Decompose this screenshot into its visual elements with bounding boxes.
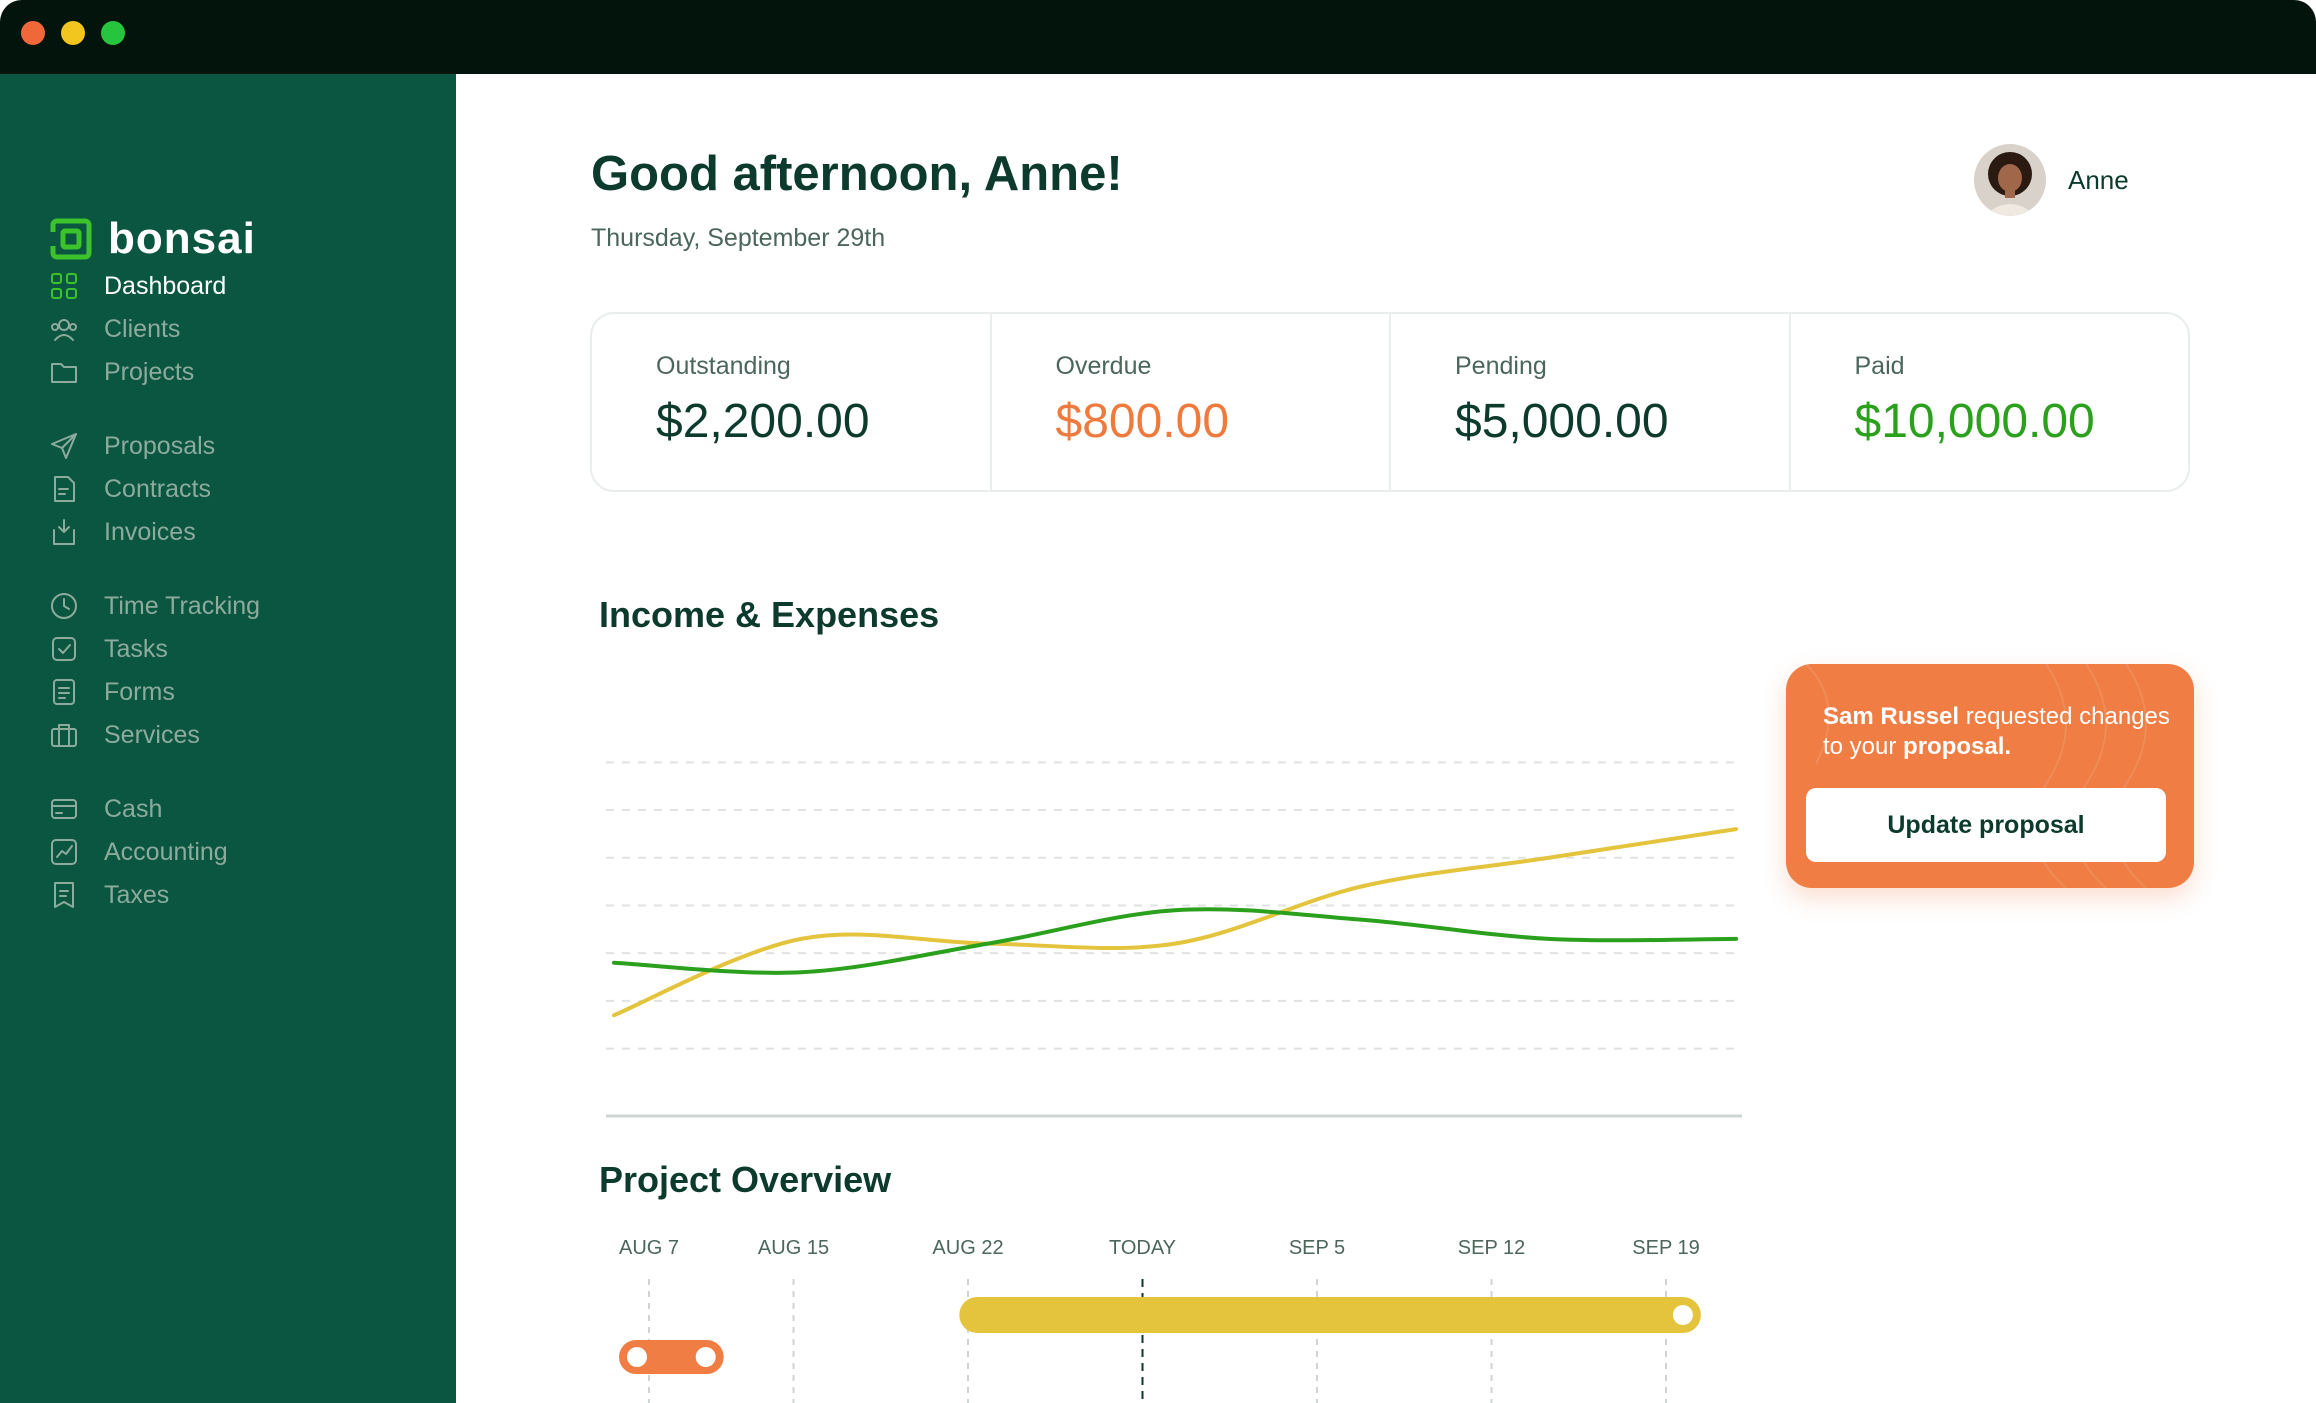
- timeline-date-label: SEP 5: [1289, 1237, 1345, 1259]
- sidebar-item-contracts[interactable]: Contracts: [48, 469, 211, 509]
- current-date: Thursday, September 29th: [591, 224, 886, 252]
- x-tick-label: MAR: [614, 1143, 658, 1144]
- grid-icon: [48, 270, 80, 302]
- series-line-1: [612, 907, 1738, 975]
- stat-paid[interactable]: Paid $10,000.00: [1791, 314, 2189, 490]
- timeline-date-label: SEP 19: [1632, 1237, 1699, 1259]
- maximize-window-button[interactable]: [101, 21, 125, 45]
- sidebar-item-label: Dashboard: [104, 271, 227, 300]
- stat-label: Paid: [1854, 352, 1905, 380]
- invoice-summary: Outstanding $2,200.00 Overdue $800.00 Pe…: [590, 312, 2190, 492]
- sidebar-item-proposals[interactable]: Proposals: [48, 426, 215, 466]
- sidebar-item-label: Proposals: [104, 431, 216, 460]
- receipt-icon: [48, 879, 80, 911]
- x-tick-label: MAI: [970, 1143, 1006, 1144]
- timeline-date-label: AUG 15: [758, 1237, 829, 1259]
- sidebar-item-services[interactable]: Services: [48, 715, 200, 755]
- sidebar-item-forms[interactable]: Forms: [48, 672, 175, 712]
- bar-drag-handle[interactable]: [1672, 1305, 1693, 1325]
- contract-icon: [48, 473, 80, 505]
- sidebar-item-label: Time Tracking: [104, 591, 261, 620]
- notification-sender: Sam Russel: [1823, 703, 1960, 730]
- main-content: Good afternoon, Anne! Thursday, Septembe…: [456, 74, 2316, 1403]
- page-title: Good afternoon, Anne!: [591, 147, 1123, 201]
- project-overview-title: Project Overview: [599, 1159, 892, 1200]
- user-menu[interactable]: Anne: [1974, 144, 2129, 216]
- x-tick-label: JUL: [1344, 1143, 1380, 1144]
- logo[interactable]: bonsai: [50, 214, 256, 264]
- send-icon: [48, 430, 80, 462]
- project-bar-0[interactable]: [619, 1340, 724, 1374]
- stat-value: $10,000.00: [1854, 395, 2095, 448]
- stat-pending[interactable]: Pending $5,000.00: [1391, 314, 1791, 490]
- card-icon: [48, 793, 80, 825]
- close-window-button[interactable]: [21, 21, 45, 45]
- stat-overdue[interactable]: Overdue $800.00: [992, 314, 1391, 490]
- app-name: bonsai: [108, 214, 256, 263]
- proposal-notification: Sam Russel requested changes to your pro…: [1786, 664, 2194, 888]
- sidebar-item-label: Forms: [104, 677, 175, 706]
- folder-icon: [48, 356, 80, 388]
- sidebar-item-label: Services: [104, 720, 200, 749]
- invoice-icon: [48, 516, 80, 548]
- avatar-image: [1974, 144, 2046, 216]
- notification-text: Sam Russel requested changes to your pro…: [1823, 702, 2173, 762]
- form-icon: [48, 676, 80, 708]
- income-expenses-chart: MAR APR MAI JUN JUL AUG SEP: [606, 761, 1742, 1144]
- timeline-date-label: AUG 7: [619, 1237, 679, 1259]
- minimize-window-button[interactable]: [61, 21, 85, 45]
- sidebar-item-dashboard[interactable]: Dashboard: [48, 266, 226, 306]
- sidebar-item-label: Taxes: [104, 880, 170, 909]
- sidebar-item-clients[interactable]: Clients: [48, 309, 180, 349]
- sidebar: bonsai Dashboard Clients Projects Proposals…: [0, 74, 456, 1403]
- sidebar-item-projects[interactable]: Projects: [48, 352, 194, 392]
- timeline-date-label: SEP 12: [1458, 1237, 1525, 1259]
- sidebar-item-taxes[interactable]: Taxes: [48, 875, 169, 915]
- stat-label: Overdue: [1055, 352, 1152, 380]
- notification-object: proposal.: [1903, 733, 2012, 760]
- check-square-icon: [48, 633, 80, 665]
- users-icon: [48, 313, 80, 345]
- sidebar-item-invoices[interactable]: Invoices: [48, 512, 196, 552]
- clock-icon: [48, 590, 80, 622]
- stat-label: Outstanding: [656, 352, 791, 380]
- sidebar-item-time-tracking[interactable]: Time Tracking: [48, 586, 260, 626]
- x-tick-label: SEP: [1696, 1143, 1736, 1144]
- sidebar-item-label: Accounting: [104, 837, 228, 866]
- update-proposal-button[interactable]: Update proposal: [1806, 788, 2166, 862]
- sidebar-item-label: Cash: [104, 794, 163, 823]
- series-line-0: [612, 827, 1738, 1018]
- stat-value: $5,000.00: [1455, 395, 1669, 448]
- title-bar: [0, 0, 2316, 74]
- sidebar-item-label: Contracts: [104, 474, 211, 503]
- income-expenses-title: Income & Expenses: [599, 594, 940, 635]
- timeline-date-label: AUG 22: [932, 1237, 1003, 1259]
- sidebar-item-label: Projects: [104, 357, 195, 386]
- timeline-today-label: TODAY: [1109, 1237, 1176, 1259]
- sidebar-item-cash[interactable]: Cash: [48, 789, 162, 829]
- sidebar-item-label: Invoices: [104, 517, 196, 546]
- project-bar-1[interactable]: [959, 1297, 1701, 1333]
- sidebar-item-label: Tasks: [104, 634, 168, 663]
- bar-drag-handle[interactable]: [627, 1347, 647, 1367]
- project-timeline: AUG 7 AUG 15 AUG 22 TODAY SEP 5 SEP 12 SEP 19: [619, 1237, 1701, 1403]
- x-tick-label: APR: [780, 1143, 821, 1144]
- sidebar-item-accounting[interactable]: Accounting: [48, 832, 228, 872]
- x-tick-label: JUN: [1156, 1143, 1195, 1144]
- user-name: Anne: [2068, 164, 2129, 195]
- stat-label: Pending: [1455, 352, 1547, 380]
- chart-icon: [48, 836, 80, 868]
- stat-outstanding[interactable]: Outstanding $2,200.00: [592, 314, 992, 490]
- x-tick-label: AUG: [1527, 1143, 1570, 1144]
- sidebar-item-label: Clients: [104, 314, 181, 343]
- sidebar-item-tasks[interactable]: Tasks: [48, 629, 168, 669]
- bonsai-logo-icon: [50, 218, 92, 260]
- notification-message: requested changes to your: [1823, 703, 2170, 760]
- bar-drag-handle[interactable]: [695, 1347, 716, 1367]
- stat-value: $2,200.00: [656, 395, 870, 448]
- stat-value: $800.00: [1055, 395, 1230, 448]
- avatar[interactable]: [1974, 144, 2046, 216]
- briefcase-icon: [48, 719, 80, 751]
